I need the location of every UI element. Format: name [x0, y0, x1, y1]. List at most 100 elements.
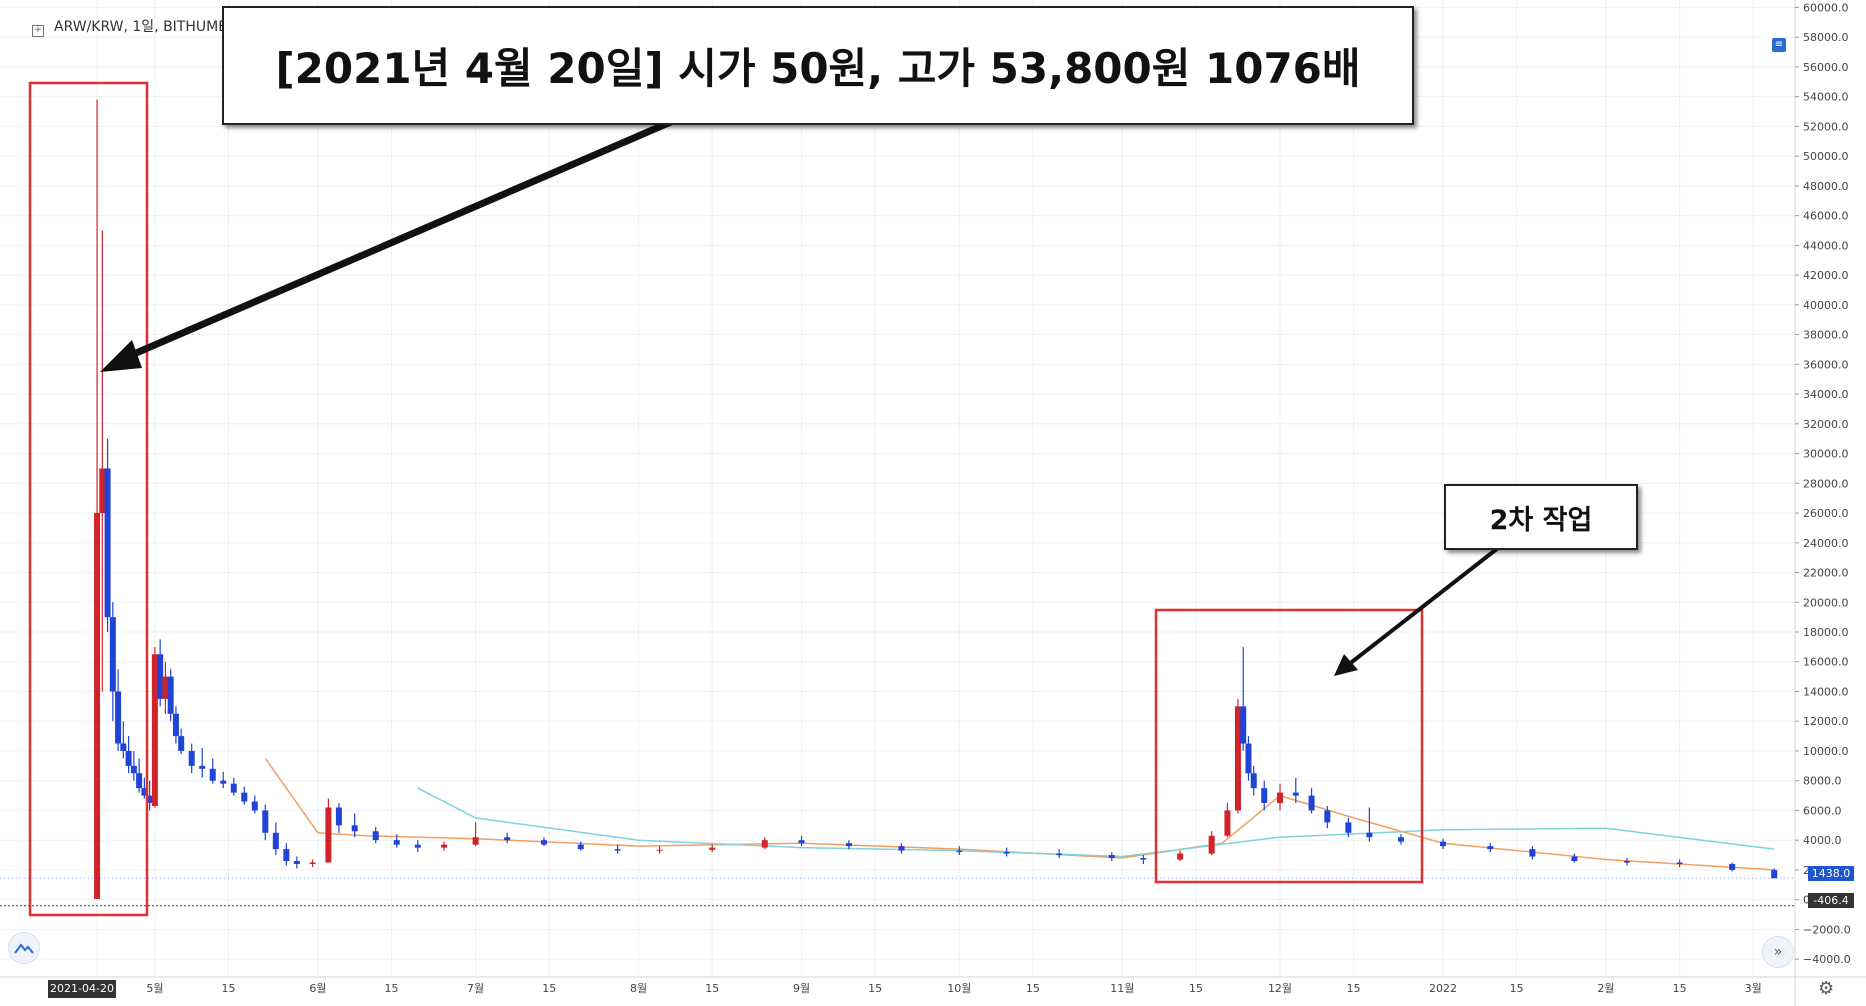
- candle-body: [956, 850, 963, 853]
- y-tick-label: 46000.0: [1803, 210, 1849, 223]
- candle-body: [199, 765, 206, 769]
- candle-body: [115, 691, 122, 744]
- candles[interactable]: [94, 99, 1778, 899]
- expand-icon[interactable]: +: [32, 25, 44, 37]
- candle-body: [1240, 706, 1247, 744]
- candle-body: [99, 468, 106, 514]
- double-chevron-right-icon[interactable]: »: [1762, 936, 1794, 968]
- y-tick-label: 56000.0: [1803, 61, 1849, 74]
- x-tick-label: 2022: [1429, 982, 1457, 995]
- y-tick-label: 36000.0: [1803, 358, 1849, 371]
- candle-body: [1771, 869, 1778, 879]
- candle-body: [335, 807, 342, 826]
- highlight-box-second: [1154, 608, 1424, 884]
- candle-body: [414, 844, 421, 848]
- main-arrow-head: [100, 340, 142, 372]
- y-tick-label: 14000.0: [1803, 685, 1849, 698]
- candle-body: [230, 783, 237, 793]
- candle-body: [309, 862, 316, 864]
- y-tick-label: 8000.0: [1803, 775, 1842, 788]
- candle-body: [1676, 862, 1683, 864]
- y-tick-label: 4000.0: [1803, 834, 1842, 847]
- candle-body: [104, 468, 111, 618]
- candle-body: [1003, 852, 1010, 854]
- x-tick-label: 15: [1673, 982, 1687, 995]
- y-tick-label: 40000.0: [1803, 299, 1849, 312]
- candle-body: [709, 847, 716, 850]
- candle-body: [1345, 822, 1352, 833]
- candle-body: [325, 807, 332, 863]
- x-tick-label: 8월: [630, 982, 647, 995]
- candle-body: [540, 840, 547, 845]
- candle-body: [441, 844, 448, 848]
- y-tick-label: 24000.0: [1803, 537, 1849, 550]
- candle-body: [141, 788, 148, 796]
- main-arrow-line: [118, 114, 682, 364]
- symbol-label: ARW/KRW, 1일, BITHUMB: [54, 19, 228, 35]
- candle-body: [220, 780, 227, 784]
- last-price-label: 1438.0: [1808, 866, 1854, 881]
- moving-averages: [264, 757, 1775, 871]
- y-tick-label: 50000.0: [1803, 150, 1849, 163]
- second-arrow-head: [1334, 654, 1358, 676]
- x-tick-label: 3월: [1745, 982, 1762, 995]
- baseline-price-label: -406.4: [1808, 893, 1854, 908]
- second-callout: 2차 작업: [1444, 484, 1638, 550]
- candle-body: [798, 840, 805, 844]
- crosshair-date-badge: 2021-04-20: [48, 980, 116, 998]
- candle-body: [1729, 863, 1736, 870]
- candle-body: [1487, 846, 1494, 850]
- symbol-header[interactable]: + ARW/KRW, 1일, BITHUMB: [32, 16, 228, 37]
- y-tick-label: 48000.0: [1803, 180, 1849, 193]
- candle-body: [898, 846, 905, 851]
- candle-body: [130, 765, 137, 774]
- candle-body: [178, 736, 185, 751]
- x-tick-label: 12월: [1268, 982, 1292, 995]
- candle-body: [1324, 810, 1331, 823]
- candle-body: [504, 837, 511, 841]
- annotation-arrows: [100, 114, 1500, 676]
- y-tick-label: 54000.0: [1803, 91, 1849, 104]
- y-tick-label: 58000.0: [1803, 31, 1849, 44]
- price-axis[interactable]: 60000.0 58000.0 56000.0 54000.0 52000.0 50000…: [1795, 1, 1851, 966]
- candle-body: [109, 617, 116, 692]
- x-tick-label: 15: [705, 982, 719, 995]
- axis-mode-icon[interactable]: ≡: [1772, 38, 1786, 52]
- y-tick-label: −4000.0: [1803, 953, 1851, 966]
- candle-body: [1397, 837, 1404, 842]
- y-tick-label: 20000.0: [1803, 596, 1849, 609]
- candle-body: [188, 750, 195, 766]
- y-tick-label: 42000.0: [1803, 269, 1849, 282]
- candle-body: [372, 831, 379, 841]
- candle-body: [151, 654, 158, 806]
- y-tick-label: 16000.0: [1803, 656, 1849, 669]
- candle-body: [1529, 849, 1536, 857]
- candle-body: [845, 843, 852, 847]
- candle-body: [1250, 773, 1257, 789]
- x-tick-label: 15: [384, 982, 398, 995]
- candle-body: [761, 840, 768, 848]
- x-tick-label: 15: [1510, 982, 1524, 995]
- candle-body: [94, 513, 101, 899]
- gear-icon[interactable]: ⚙: [1818, 978, 1835, 999]
- candle-body: [167, 676, 174, 714]
- candle-body: [656, 849, 663, 851]
- highlight-boxes: [28, 81, 1424, 917]
- chart-logo-icon[interactable]: [8, 932, 40, 964]
- x-tick-label: 11월: [1110, 982, 1134, 995]
- y-tick-label: 12000.0: [1803, 715, 1849, 728]
- candle-body: [1208, 835, 1215, 854]
- y-tick-label: 10000.0: [1803, 745, 1849, 758]
- ma-long-line: [417, 787, 1775, 858]
- candle-body: [293, 861, 300, 864]
- main-callout: [2021년 4월 20일] 시가 50원, 고가 53,800원 1076배: [222, 6, 1414, 125]
- candle-body: [1224, 810, 1231, 836]
- x-tick-label: 7월: [467, 982, 484, 995]
- candle-body: [172, 713, 179, 737]
- time-axis[interactable]: 5월 15 6월 15 7월 15 8월 15 9월 15 10월 15 11월 15 12월 15 2022 1…: [146, 982, 1761, 995]
- candle-body: [1624, 861, 1631, 863]
- x-tick-label: 2월: [1597, 982, 1614, 995]
- y-tick-label: 44000.0: [1803, 239, 1849, 252]
- y-tick-label: 22000.0: [1803, 567, 1849, 580]
